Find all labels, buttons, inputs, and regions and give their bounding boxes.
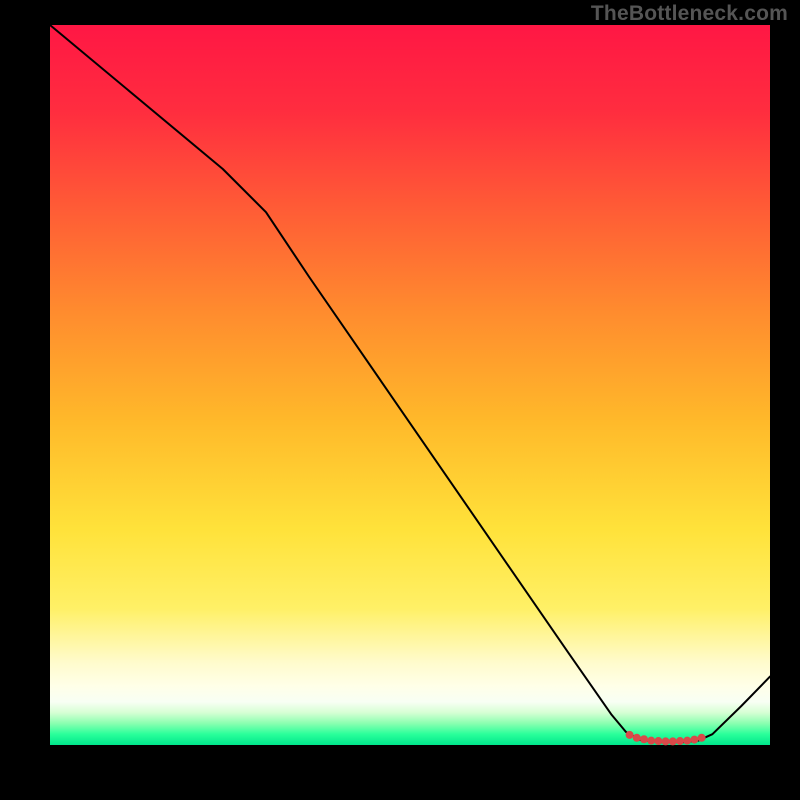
chart-svg xyxy=(0,0,800,800)
curve-marker xyxy=(626,731,634,739)
figure-container: TheBottleneck.com xyxy=(0,0,800,800)
curve-marker xyxy=(698,734,706,742)
curve-marker xyxy=(669,737,677,745)
curve-marker xyxy=(647,737,655,745)
curve-marker xyxy=(640,735,648,743)
curve-marker xyxy=(683,737,691,745)
gradient-background xyxy=(50,25,770,745)
curve-marker xyxy=(676,737,684,745)
curve-marker xyxy=(654,737,662,745)
curve-marker xyxy=(690,736,698,744)
curve-marker xyxy=(662,737,670,745)
curve-marker xyxy=(633,734,641,742)
